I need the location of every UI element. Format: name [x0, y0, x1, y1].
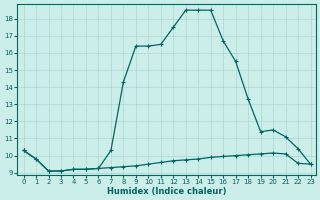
- X-axis label: Humidex (Indice chaleur): Humidex (Indice chaleur): [107, 187, 226, 196]
